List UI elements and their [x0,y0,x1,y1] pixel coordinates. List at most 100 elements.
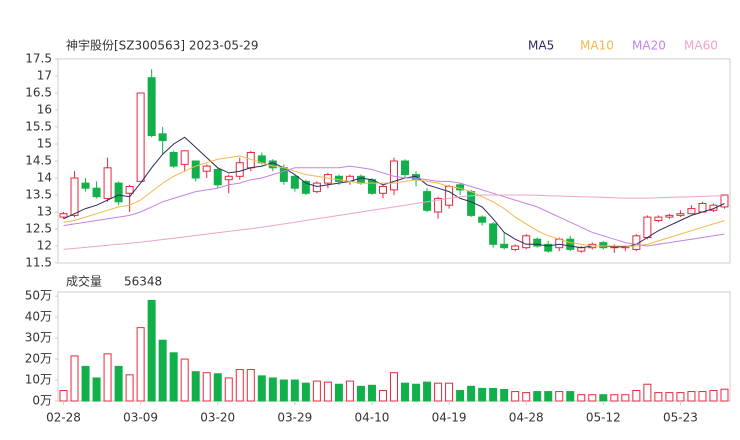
volume-bar [577,394,586,402]
volume-bar [257,375,266,402]
candle-body [136,92,145,182]
candle-body [676,213,685,216]
y-tick-label: 20万 [25,352,52,366]
candle-body [665,214,674,218]
volume-bar [125,374,134,402]
volume-bar [202,372,211,402]
ma-line [63,165,725,247]
candle-body [489,223,498,245]
y-tick-label: 11.5 [25,256,52,270]
ma-line [63,155,725,247]
volume-bar [114,365,123,402]
volume-bar [423,381,432,402]
volume-bar [412,383,421,402]
volume-bar [356,385,365,402]
candle-body [654,216,663,222]
volume-bar [70,355,79,402]
volume-bar [720,388,729,402]
volume-bar [500,388,509,402]
y-tick-label: 12 [37,239,52,253]
volume-bar [268,377,277,402]
y-tick-label: 30万 [25,331,52,345]
volume-bar [81,365,90,402]
candle-body [566,238,575,250]
x-tick-label: 05-23 [663,411,698,425]
volume-bar [654,392,663,402]
volume-bar [566,391,575,402]
volume-bar [224,377,233,402]
candle-body [92,187,101,198]
y-tick-label: 40万 [25,310,52,324]
volume-bar [367,384,376,402]
volume-bar [158,339,167,402]
y-tick-label: 15 [37,137,52,151]
candle-body [698,203,707,213]
candle-body [544,243,553,252]
volume-bar [345,380,354,402]
volume-bar [555,391,564,402]
x-tick-label: 04-28 [509,411,544,425]
volume-bar [290,379,299,402]
y-tick-label: 17.5 [25,52,52,66]
volume-bar [312,380,321,402]
candle-body [125,186,134,194]
volume-bar [489,387,498,402]
volume-bar [621,394,630,402]
candle-body [301,180,310,194]
candle-body [202,165,211,172]
candle-body [213,169,222,186]
candle-body [356,175,365,184]
legend-label: MA20 [632,39,666,53]
candle-body [81,182,90,189]
volume-bar [588,394,597,402]
candle-body [511,245,520,250]
candle-body [478,216,487,223]
volume-bar [687,391,696,402]
y-tick-label: 13.5 [25,188,52,202]
x-tick-label: 02-28 [46,411,81,425]
y-tick-label: 10万 [25,373,52,387]
candle-body [103,167,112,199]
volume-bar [478,387,487,402]
volume-bar [643,383,652,402]
volume-bar [301,382,310,402]
x-tick-label: 04-10 [355,411,390,425]
candle-body [533,238,542,247]
candle-body [70,177,79,216]
volume-bar [246,369,255,402]
x-tick-label: 05-12 [586,411,621,425]
x-tick-label: 03-29 [277,411,312,425]
volume-bar [103,353,112,402]
volume-bar [676,392,685,402]
volume-bar [390,372,398,402]
y-tick-label: 0万 [32,394,52,408]
x-tick-label: 03-09 [123,411,158,425]
volume-bar [456,390,465,402]
candle-body [445,186,454,206]
y-tick-label: 14.5 [25,154,52,168]
volume-bar [610,394,619,402]
volume-bar [467,385,476,402]
candle-body [687,208,696,215]
candle-body [59,213,68,218]
candle-body [235,162,244,177]
candle-body [367,179,376,194]
volume-bar [191,371,200,402]
x-tick-label: 03-20 [200,411,235,425]
y-tick-label: 16 [37,103,52,117]
volume-bar [544,391,553,402]
volume-bar [511,391,520,402]
ma-line [63,194,725,250]
volume-bar [665,392,674,402]
volume-bar [323,381,332,402]
candle-body [434,197,443,213]
volume-bar [698,391,707,402]
candle-body [401,160,410,176]
candle-body [114,182,123,203]
candle-body [709,204,718,211]
y-tick-label: 15.5 [25,120,52,134]
volume-bar [147,299,156,402]
y-tick-label: 14 [37,171,52,185]
candle-body [312,182,321,193]
x-tick-label: 04-19 [432,411,467,425]
